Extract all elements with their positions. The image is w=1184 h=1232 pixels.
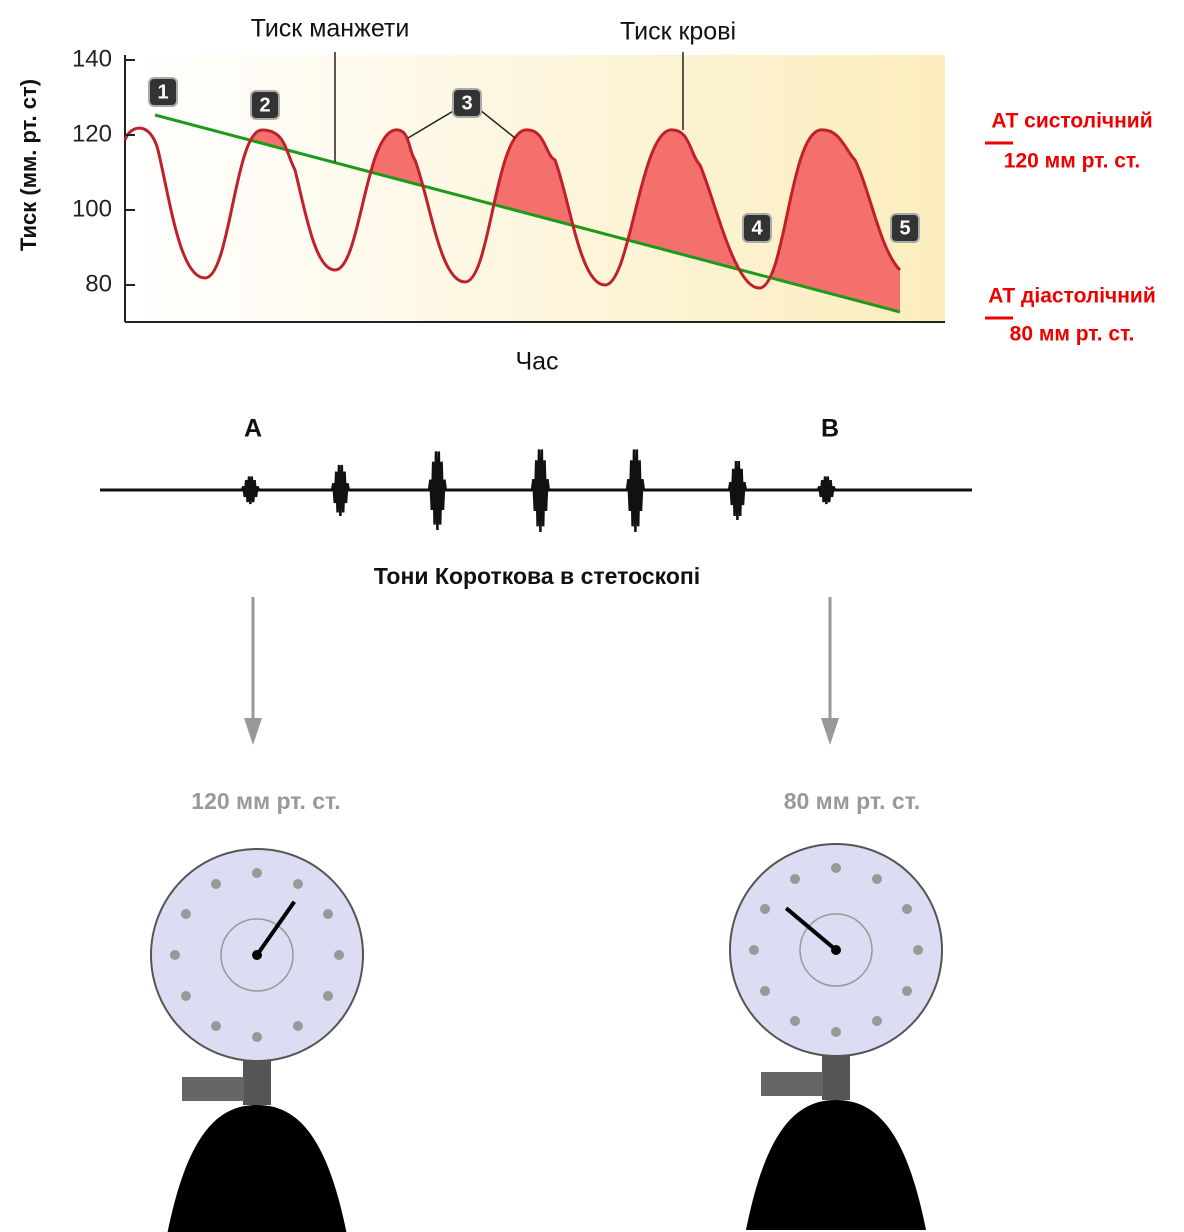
marker-badge: 3	[452, 88, 482, 118]
gauge-dot	[211, 1021, 221, 1032]
badge-label: 3	[461, 92, 472, 114]
gauge-dot	[872, 1016, 882, 1027]
x-axis-label: Час	[515, 348, 558, 376]
right-labels: АТ систолічний 120 мм рт. ст. АТ діастол…	[985, 110, 1156, 346]
sound-burst	[240, 476, 260, 505]
gauge-needle	[784, 906, 838, 952]
diastolic-value: 80 мм рт. ст.	[1010, 323, 1135, 346]
y-tick-label: 120	[72, 120, 112, 147]
cuff-label: Тиск манжети	[251, 15, 410, 43]
sounds-caption: Тони Короткова в стетоскопі	[374, 563, 700, 589]
gauges	[150, 843, 943, 1232]
gauge-knob	[182, 1077, 244, 1101]
marker-badge: 2	[250, 90, 280, 120]
badge-label: 4	[751, 217, 763, 239]
y-tick-label: 100	[72, 195, 112, 222]
point-b: B	[821, 415, 839, 443]
badge-label: 5	[899, 217, 910, 239]
gauge-dot	[252, 1032, 262, 1042]
systolic-title: АТ систолічний	[991, 110, 1152, 133]
gauge-reading: 120 мм рт. ст.	[191, 788, 340, 814]
badge-box	[452, 88, 482, 118]
gauge-dot	[790, 873, 800, 884]
gauge-dot	[902, 986, 913, 996]
badge-box	[250, 90, 280, 120]
badge-box	[148, 77, 178, 107]
sound-burst	[427, 451, 448, 531]
gauge-inner	[220, 918, 294, 992]
diastolic-title: АТ діастолічний	[988, 285, 1156, 308]
sound-burst	[625, 449, 646, 533]
gauge-stem	[243, 1055, 271, 1105]
sound-burst	[530, 449, 551, 533]
gauge-stem	[822, 1050, 850, 1100]
gauge-dot	[790, 1016, 800, 1027]
y-tick-label: 140	[72, 45, 112, 72]
gauge-dot	[293, 1021, 303, 1032]
gauge-inner	[799, 913, 873, 987]
gauge-dot	[211, 878, 221, 889]
sound-burst	[816, 476, 836, 505]
gauge-dot	[831, 1027, 841, 1037]
y-tick-label: 80	[85, 270, 112, 297]
gauge-dot	[180, 991, 191, 1001]
badge-label: 2	[259, 94, 270, 116]
sound-burst	[727, 460, 748, 521]
blood-pressure-wave	[123, 126, 902, 290]
gauge-hub	[252, 950, 262, 960]
y-axis-label: Тиск (мм. рт. ст)	[16, 79, 41, 251]
pressure-chart: Тиск манжети Тиск крові Час Тиск (мм. рт…	[16, 15, 945, 376]
gauge-dot	[170, 950, 180, 960]
badge-box	[890, 213, 920, 243]
point-a: A	[244, 415, 262, 443]
gauge-reading: 80 мм рт. ст.	[784, 788, 921, 814]
systolic-value: 120 мм рт. ст.	[1004, 150, 1140, 173]
gauge-dot	[831, 863, 841, 873]
badge-box	[742, 213, 772, 243]
gauge-dot	[759, 904, 770, 914]
gauge-dot	[759, 986, 770, 996]
marker-badge: 5	[890, 213, 920, 243]
gauge-dot	[334, 950, 344, 960]
sound-burst	[330, 464, 351, 517]
korotkoff-sounds: A B Тони Короткова в стетоскопі 120 мм р…	[100, 415, 972, 814]
gauge-dot	[913, 945, 923, 955]
gauge-bulb	[167, 1105, 347, 1232]
gauge-dot	[872, 873, 882, 884]
marker-badge: 4	[742, 213, 772, 243]
arrow-head	[244, 718, 262, 745]
gauge-dot	[749, 945, 759, 955]
gauge-knob	[761, 1072, 823, 1096]
gauge-dot	[323, 991, 334, 1001]
gauge-dot	[902, 904, 913, 914]
arrow-head	[821, 718, 839, 745]
gauge-needle	[255, 900, 296, 957]
gauge-bulb	[746, 1100, 926, 1230]
badge-label: 1	[157, 81, 168, 103]
marker-badge: 1	[148, 77, 178, 107]
gauge-dot	[252, 868, 262, 878]
gauge-hub	[831, 945, 841, 955]
gauge-dot	[180, 909, 191, 919]
gauge-dot	[323, 909, 334, 919]
gauge-dot	[293, 878, 303, 889]
blood-label: Тиск крові	[620, 18, 736, 46]
cuff-pressure-line	[154, 113, 901, 314]
